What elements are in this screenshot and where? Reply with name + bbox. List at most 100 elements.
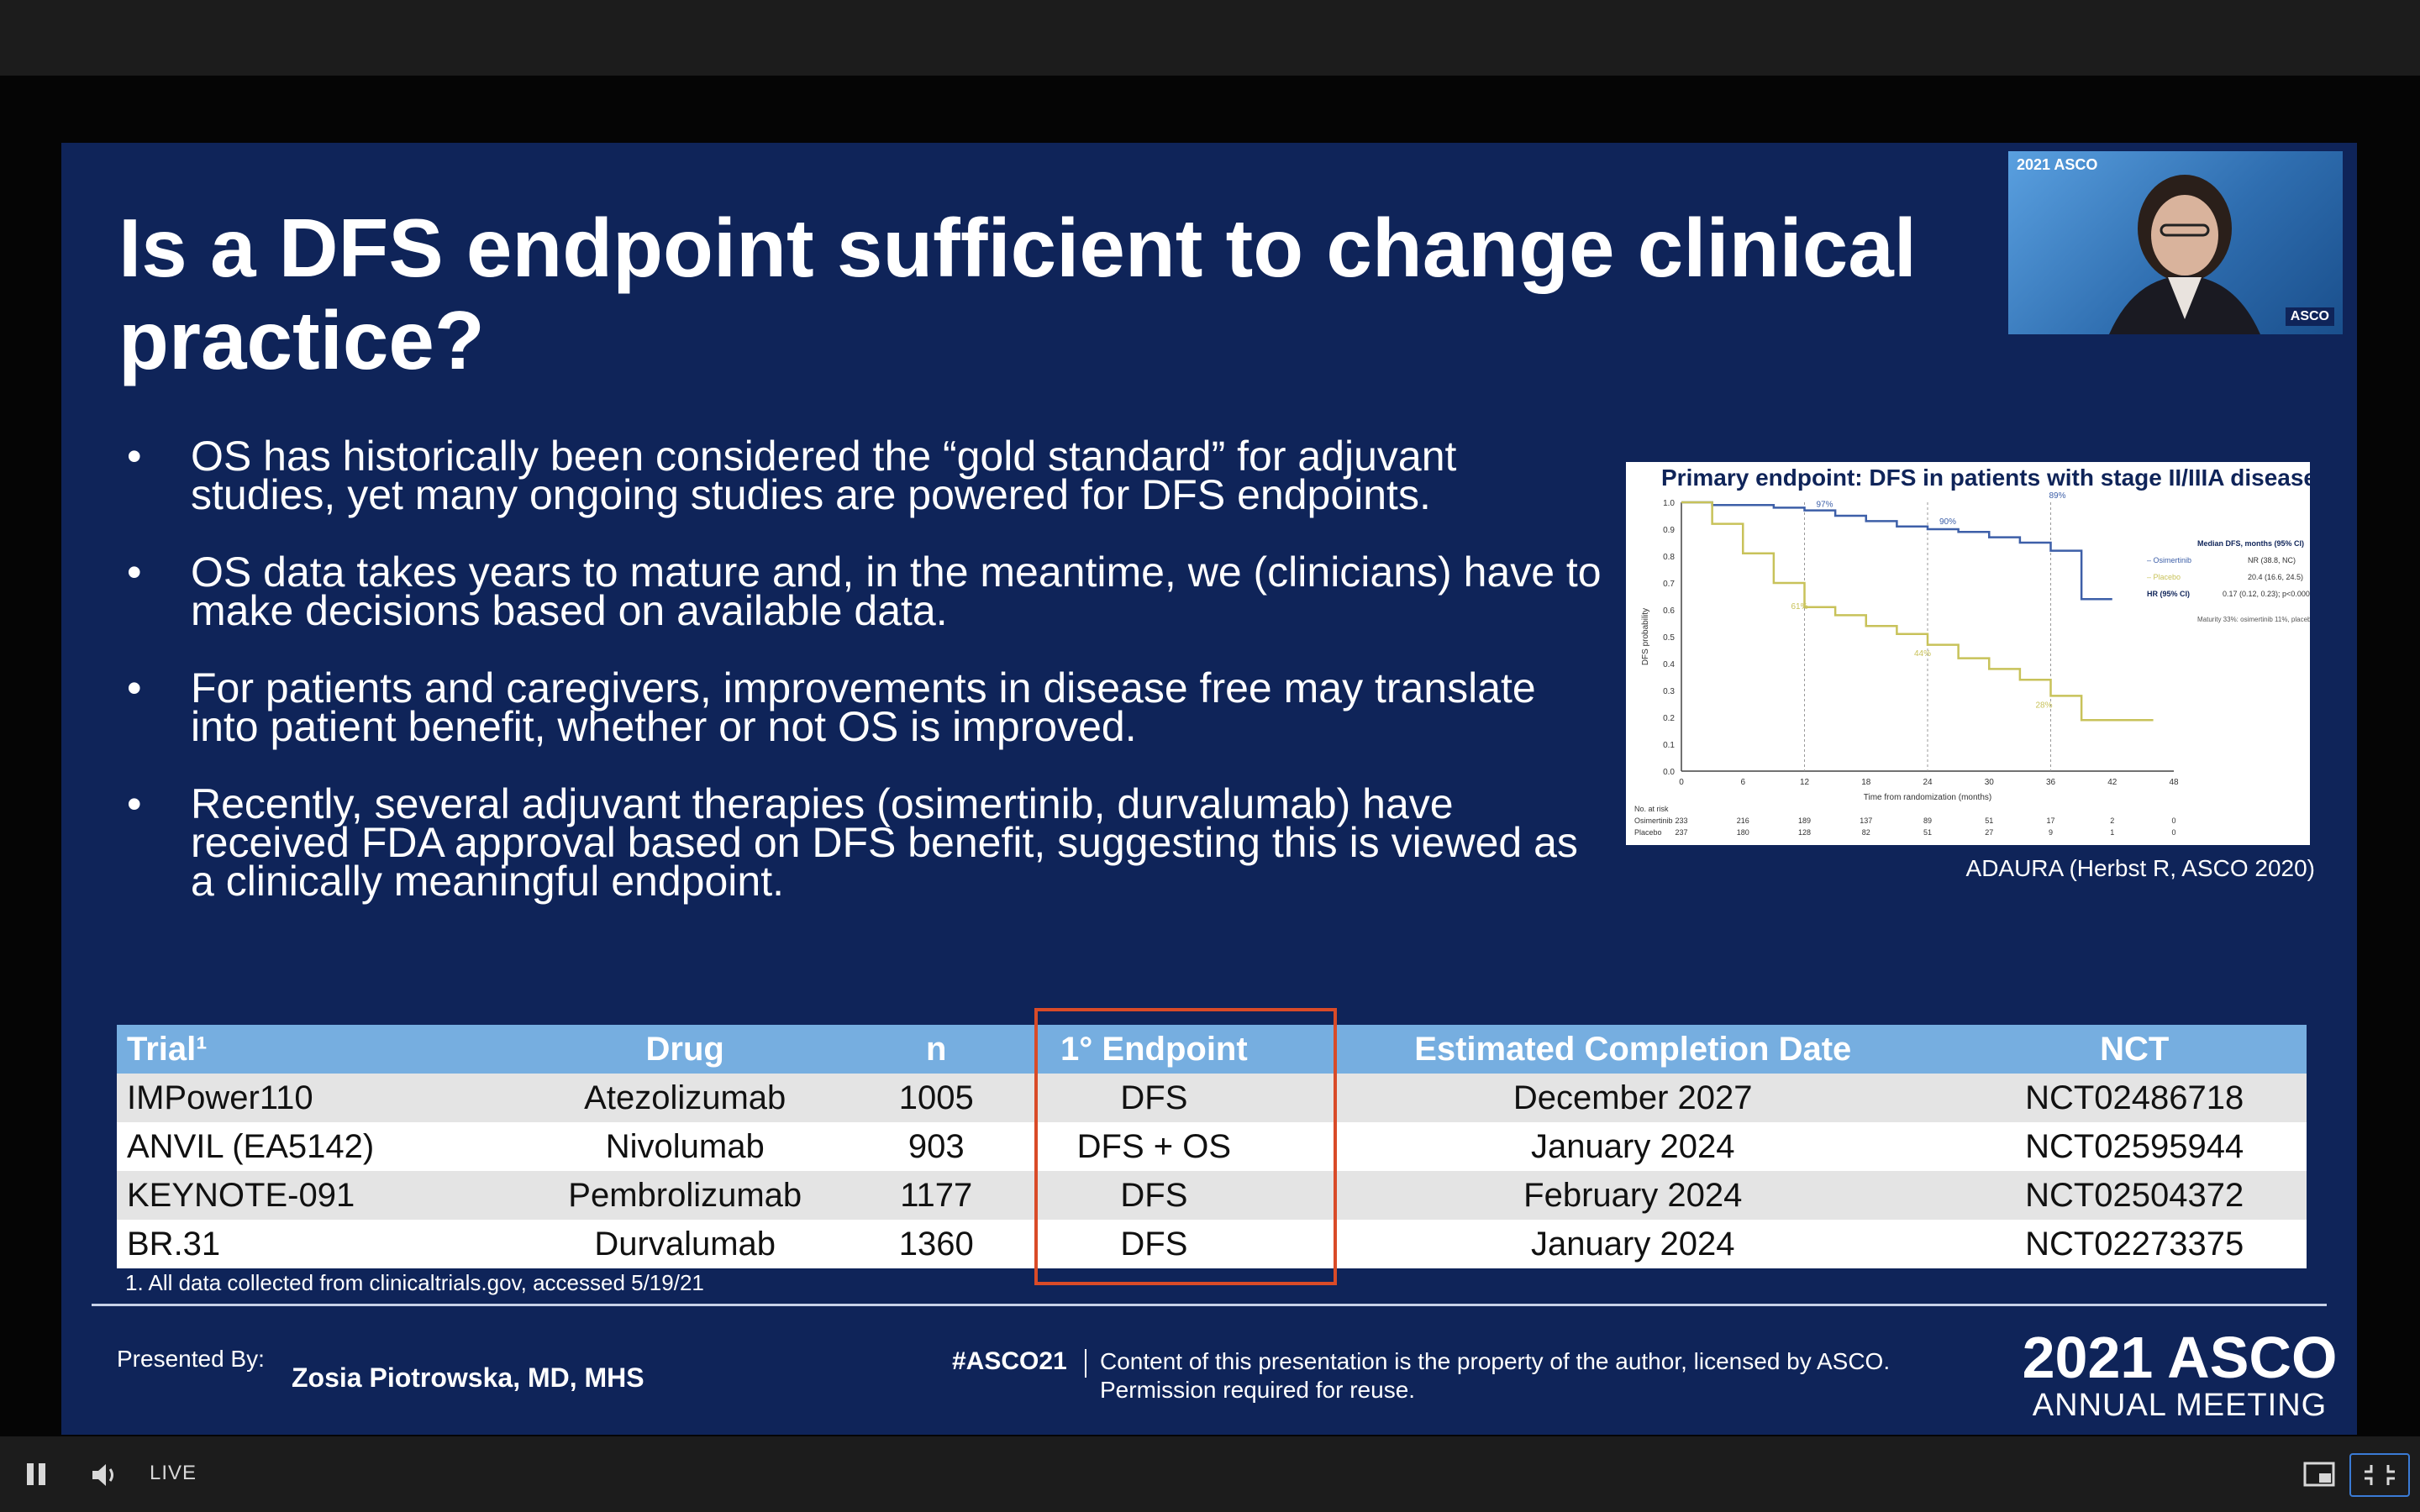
y-tick-label: 1.0 (1663, 499, 1675, 508)
hashtag: #ASCO21 (952, 1347, 1067, 1375)
table-row: BR.31 Durvalumab 1360 DFS January 2024 N… (117, 1220, 2307, 1268)
pip-icon-svg (2303, 1462, 2335, 1487)
table-header-cell: n (867, 1025, 1005, 1074)
y-tick-label: 0.8 (1663, 553, 1675, 562)
y-tick-label: 0.3 (1663, 687, 1675, 696)
volume-icon[interactable] (87, 1458, 121, 1492)
table-cell: ANVIL (EA5142) (117, 1122, 502, 1171)
data-annotation: 97% (1817, 501, 1833, 510)
table-cell: NCT02595944 (1962, 1122, 2307, 1171)
legend-entry: – Placebo (2147, 573, 2181, 581)
table-cell: Pembrolizumab (502, 1171, 868, 1220)
y-tick-label: 0.2 (1663, 714, 1675, 723)
legend-hr-value: 0.17 (0.12, 0.23); p<0.0001 (2223, 590, 2310, 598)
slide-title: Is a DFS endpoint sufficient to change c… (118, 202, 1917, 386)
table-cell: January 2024 (1303, 1220, 1963, 1268)
at-risk-value: 189 (1798, 816, 1811, 825)
dfs-kaplan-meier-chart: Primary endpoint: DFS in patients with s… (1626, 462, 2310, 845)
y-tick-label: 0.5 (1663, 633, 1675, 643)
live-indicator: LIVE (150, 1462, 197, 1484)
y-tick-label: 0.6 (1663, 606, 1675, 616)
at-risk-value: 51 (1985, 816, 1993, 825)
series-line-placebo (1681, 501, 2154, 722)
bullet-item: For patients and caregivers, improvement… (118, 667, 1606, 748)
data-annotation: 44% (1914, 649, 1931, 659)
y-axis-label: DFS probability (1641, 608, 1650, 665)
table-row: ANVIL (EA5142) Nivolumab 903 DFS + OS Ja… (117, 1122, 2307, 1171)
legend-maturity: Maturity 33%: osimertinib 11%, placebo 5… (2197, 616, 2310, 623)
x-axis-label: Time from randomization (months) (1864, 793, 1991, 802)
x-tick-label: 42 (2107, 778, 2118, 787)
chart-svg: Primary endpoint: DFS in patients with s… (1634, 465, 2310, 837)
bullet-list: OS has historically been considered the … (118, 435, 1606, 939)
table-cell: DFS + OS (1004, 1122, 1304, 1171)
legend-entry: – Osimertinib (2147, 556, 2191, 564)
table-cell: Durvalumab (502, 1220, 868, 1268)
data-annotation: 89% (2049, 491, 2066, 501)
y-tick-label: 0.4 (1663, 660, 1675, 669)
table-cell: DFS (1004, 1171, 1304, 1220)
data-annotation: 90% (1939, 517, 1956, 527)
table-cell: 1005 (867, 1074, 1005, 1122)
x-tick-label: 0 (1679, 778, 1684, 787)
table-cell: DFS (1004, 1220, 1304, 1268)
chart-caption: ADAURA (Herbst R, ASCO 2020) (1965, 855, 2315, 881)
table-cell: Atezolizumab (502, 1074, 868, 1122)
webcam-badge: ASCO (2285, 307, 2334, 326)
video-stage[interactable]: Is a DFS endpoint sufficient to change c… (0, 76, 2420, 1436)
table-cell: 903 (867, 1122, 1005, 1171)
pause-icon[interactable] (22, 1460, 50, 1488)
at-risk-value: 51 (1923, 828, 1932, 837)
at-risk-value: 0 (2171, 828, 2175, 837)
trials-table: Trial¹ Drug n 1° Endpoint Estimated Comp… (117, 1025, 2307, 1268)
y-tick-label: 0.9 (1663, 526, 1675, 535)
at-risk-value: 27 (1985, 828, 1993, 837)
presented-by-label: Presented By: (117, 1346, 265, 1372)
x-tick-label: 24 (1923, 778, 1933, 787)
at-risk-label: No. at risk (1634, 805, 1669, 813)
table-header-cell: Estimated Completion Date (1303, 1025, 1963, 1074)
presentation-slide: Is a DFS endpoint sufficient to change c… (61, 143, 2357, 1435)
table-row: IMPower110 Atezolizumab 1005 DFS Decembe… (117, 1074, 2307, 1122)
table-header-cell: Trial¹ (117, 1025, 502, 1074)
at-risk-value: 237 (1675, 828, 1687, 837)
asco-logo-line2: ANNUAL MEETING (2032, 1388, 2328, 1423)
table-header-cell: NCT (1962, 1025, 2307, 1074)
legend-heading: Median DFS, months (95% CI) (2197, 539, 2304, 548)
player-controls: LIVE (0, 1436, 2420, 1512)
footer-separator (1085, 1349, 1086, 1378)
y-tick-label: 0.1 (1663, 741, 1675, 750)
table-footnote: 1. All data collected from clinicaltrial… (125, 1270, 704, 1295)
x-tick-label: 36 (2046, 778, 2056, 787)
speaker-webcam: 2021 ASCO ASCO (2008, 151, 2343, 334)
x-tick-label: 48 (2169, 778, 2179, 787)
table-cell: December 2027 (1303, 1074, 1963, 1122)
at-risk-value: 89 (1923, 816, 1932, 825)
footer-divider (92, 1304, 2327, 1306)
webcam-logo: 2021 ASCO (2017, 156, 2098, 173)
table-cell: BR.31 (117, 1220, 502, 1268)
legend-value: 20.4 (16.6, 24.5) (2248, 573, 2303, 581)
table-header-row: Trial¹ Drug n 1° Endpoint Estimated Comp… (117, 1025, 2307, 1074)
at-risk-value: 17 (2046, 816, 2054, 825)
at-risk-row-label: Placebo (1634, 828, 1662, 837)
table-cell: 1177 (867, 1171, 1005, 1220)
presenter-name: Zosia Piotrowska, MD, MHS (292, 1362, 644, 1393)
picture-in-picture-icon[interactable] (2302, 1460, 2336, 1488)
speaker-silhouette (2109, 175, 2260, 334)
exit-fullscreen-icon[interactable] (2349, 1453, 2410, 1497)
x-tick-label: 6 (1740, 778, 1745, 787)
at-risk-value: 233 (1675, 816, 1687, 825)
at-risk-value: 9 (2049, 828, 2053, 837)
table-cell: 1360 (867, 1220, 1005, 1268)
table-cell: IMPower110 (117, 1074, 502, 1122)
asco-logo: 2021 ASCO ANNUAL MEETING (2007, 1327, 2352, 1423)
table-cell: DFS (1004, 1074, 1304, 1122)
table-cell: Nivolumab (502, 1122, 868, 1171)
at-risk-value: 128 (1798, 828, 1811, 837)
table-cell: NCT02486718 (1962, 1074, 2307, 1122)
at-risk-value: 137 (1860, 816, 1872, 825)
top-bar (0, 0, 2420, 76)
at-risk-value: 1 (2110, 828, 2114, 837)
legend-hr-label: HR (95% CI) (2147, 590, 2190, 598)
